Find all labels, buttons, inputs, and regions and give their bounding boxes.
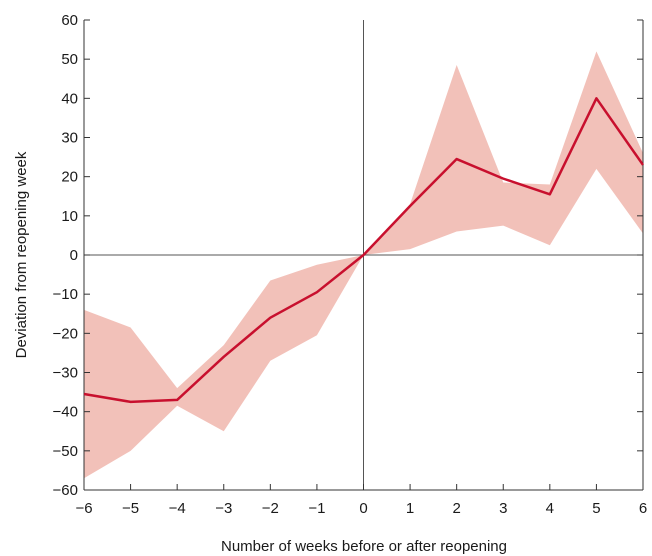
x-tick-label: −6: [75, 500, 92, 517]
x-tick-label: −2: [262, 500, 279, 517]
y-tick-labels: −60 −50 −40 −30 −20 −10 0 10 20 30 40 50 60: [53, 12, 78, 499]
x-tick-label: 4: [546, 500, 554, 517]
x-tick-label: 6: [639, 500, 647, 517]
confidence-band: [84, 51, 643, 479]
y-tick-label: 10: [61, 208, 78, 225]
x-tick-label: −3: [215, 500, 232, 517]
x-tick-label: 0: [359, 500, 367, 517]
x-tick-label: 2: [452, 500, 460, 517]
y-tick-label: 30: [61, 130, 78, 147]
x-tick-label: 1: [406, 500, 414, 517]
x-tick-label: 3: [499, 500, 507, 517]
x-tick-label: −1: [308, 500, 325, 517]
y-tick-label: −60: [53, 482, 78, 499]
y-tick-label: 40: [61, 90, 78, 107]
y-tick-label: 20: [61, 169, 78, 186]
y-tick-label: −20: [53, 325, 78, 342]
x-tick-label: −5: [122, 500, 139, 517]
y-axis-title: Deviation from reopening week: [13, 151, 30, 358]
confidence-band-layer: [84, 51, 643, 479]
axes: [83, 19, 644, 491]
series-line: [83, 97, 645, 404]
x-tick-label: 5: [592, 500, 600, 517]
x-tick-labels: −6 −5 −4 −3 −2 −1 0 1 2 3 4 5 6: [75, 500, 647, 517]
x-axis-title: Number of weeks before or after reopenin…: [221, 538, 507, 555]
y-tick-label: −50: [53, 443, 78, 460]
y-tick-label: −40: [53, 404, 78, 421]
series-line-layer: [83, 97, 645, 404]
x-tick-label: −4: [169, 500, 186, 517]
y-tick-label: −10: [53, 286, 78, 303]
y-tick-label: 60: [61, 12, 78, 29]
y-tick-label: 50: [61, 51, 78, 68]
y-tick-label: −30: [53, 365, 78, 382]
y-tick-label: 0: [70, 247, 78, 264]
